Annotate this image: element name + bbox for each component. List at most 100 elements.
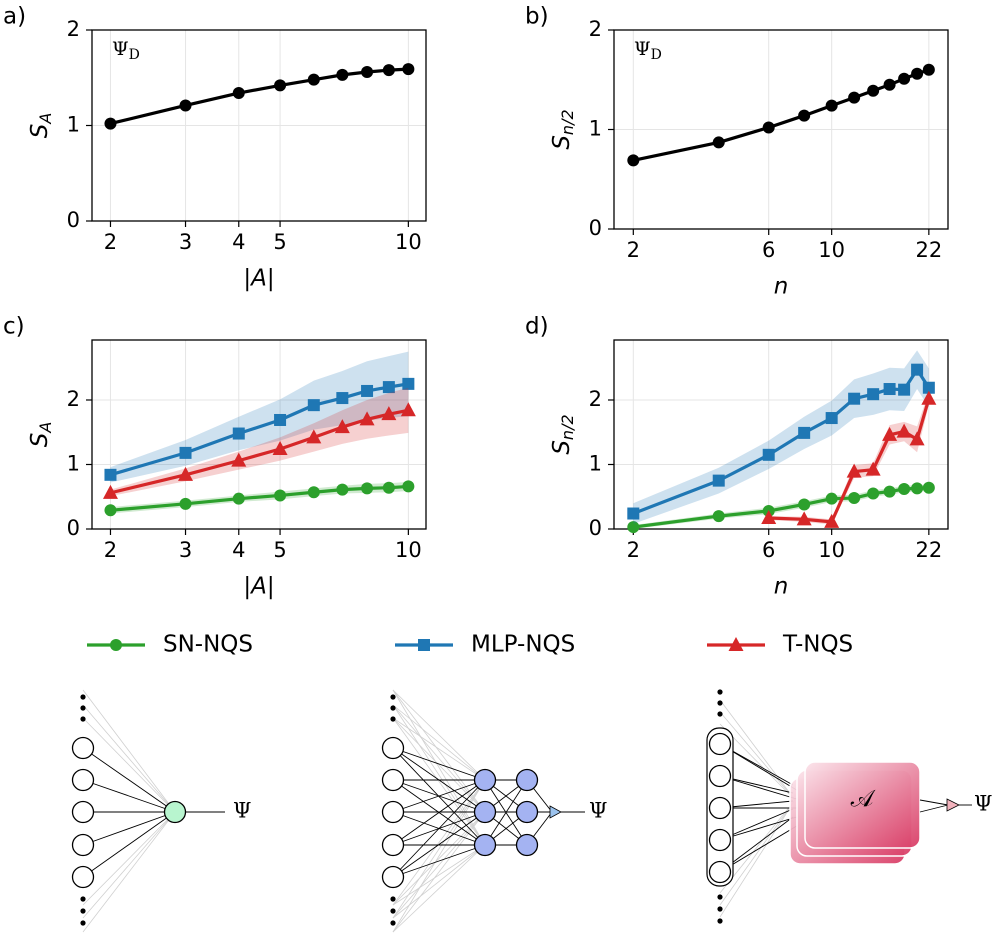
- edge: [392, 747, 486, 846]
- ellipsis-dot: [717, 894, 723, 900]
- x-tick-label: 3: [179, 230, 192, 254]
- ellipsis-dot: [390, 896, 396, 902]
- annotation: ΨD: [112, 38, 140, 63]
- y-label-main: S: [549, 135, 575, 150]
- y-tick-label: 2: [67, 17, 80, 41]
- y-label: SA: [27, 422, 55, 448]
- output-label: Ψ: [233, 799, 251, 823]
- marker: [798, 426, 811, 439]
- marker: [848, 492, 861, 505]
- y-label-main: S: [549, 440, 575, 455]
- marker: [922, 381, 935, 394]
- faint-edge: [82, 689, 176, 813]
- faint-edge: [392, 844, 486, 919]
- marker: [846, 463, 862, 478]
- ellipsis-dot: [80, 920, 86, 926]
- edge: [82, 811, 176, 846]
- marker: [911, 67, 924, 80]
- faint-edge: [392, 717, 486, 813]
- faint-edge: [392, 689, 486, 781]
- series-line: [110, 67, 409, 126]
- faint-edge: [392, 704, 486, 781]
- marker: [798, 498, 811, 511]
- edge: [392, 779, 486, 878]
- marker: [232, 492, 245, 505]
- marker: [883, 383, 896, 396]
- faint-edge: [392, 689, 486, 813]
- legend-marker: [418, 639, 430, 651]
- marker: [232, 427, 245, 440]
- panel-label: c): [3, 314, 25, 340]
- x-tick-label: 10: [395, 538, 422, 562]
- y-label: Sn/2: [549, 109, 577, 149]
- x-tick-label: 2: [104, 538, 117, 562]
- ellipsis-dot: [390, 908, 396, 914]
- marker: [104, 468, 117, 481]
- marker: [883, 78, 896, 91]
- faint-edge: [392, 811, 486, 933]
- faint-edge: [392, 717, 486, 846]
- marker: [761, 510, 777, 525]
- edge: [919, 799, 949, 806]
- output-node: [946, 798, 960, 812]
- legend-marker: [110, 639, 122, 651]
- legend-label: T-NQS: [782, 632, 853, 658]
- x-tick-label: 10: [818, 538, 845, 562]
- edge: [392, 747, 486, 781]
- y-tick-label: 2: [589, 387, 602, 411]
- ellipsis-dot: [80, 694, 86, 700]
- marker: [336, 68, 349, 81]
- y-label-sub: A: [36, 422, 55, 434]
- legend-label: MLP-NQS: [471, 632, 575, 658]
- faint-edge: [392, 779, 486, 906]
- ellipsis-dot: [390, 705, 396, 711]
- marker: [306, 429, 322, 444]
- faint-edge: [82, 717, 176, 813]
- marker: [400, 402, 416, 417]
- neuron: [515, 833, 539, 857]
- edge: [919, 804, 949, 813]
- marker: [825, 99, 838, 112]
- neuron: [708, 764, 732, 788]
- y-tick-label: 1: [67, 113, 80, 137]
- marker: [232, 87, 245, 100]
- y-tick-label: 0: [67, 516, 80, 540]
- y-label-sub: n/2: [558, 414, 577, 440]
- axes-frame: [613, 29, 949, 230]
- x-label: |A|: [243, 574, 274, 600]
- edge: [392, 779, 486, 846]
- x-tick-label: 10: [818, 238, 845, 262]
- marker: [381, 406, 397, 421]
- marker: [922, 481, 935, 494]
- x-tick-label: 5: [273, 538, 286, 562]
- x-tick-label: 2: [627, 538, 640, 562]
- neuron: [515, 768, 539, 792]
- neuron: [71, 833, 95, 857]
- marker: [382, 381, 395, 394]
- marker: [848, 392, 861, 405]
- marker: [272, 441, 288, 456]
- y-tick-label: 0: [589, 516, 602, 540]
- marker: [882, 426, 898, 441]
- annotation-main: Ψ: [634, 38, 651, 60]
- marker: [762, 121, 775, 134]
- faint-edge: [82, 811, 176, 933]
- marker: [712, 510, 725, 523]
- edge: [82, 811, 176, 878]
- edge: [392, 811, 486, 878]
- marker: [307, 73, 320, 86]
- marker: [867, 84, 880, 97]
- ellipsis-dot: [80, 896, 86, 902]
- marker: [402, 377, 415, 390]
- neuron: [473, 768, 497, 792]
- marker: [865, 461, 881, 476]
- y-tick-label: 2: [67, 387, 80, 411]
- marker: [179, 497, 192, 510]
- panel-label: b): [525, 4, 549, 30]
- marker: [798, 109, 811, 122]
- x-tick-label: 22: [915, 538, 942, 562]
- marker: [402, 63, 415, 76]
- edge: [82, 779, 176, 813]
- y-label-main: S: [27, 124, 53, 139]
- marker: [361, 66, 374, 79]
